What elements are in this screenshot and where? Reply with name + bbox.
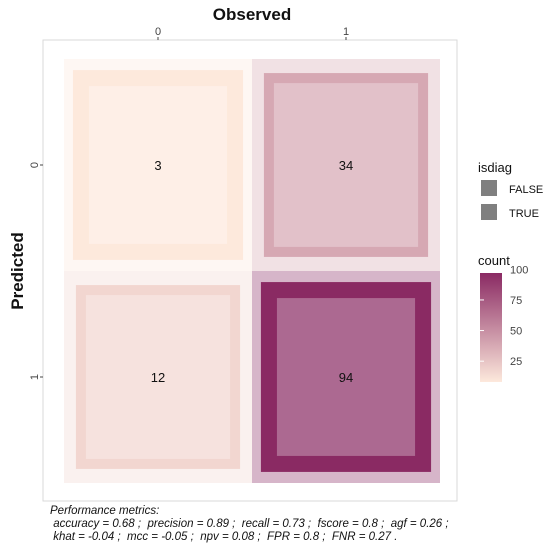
heatmap-cells: [64, 59, 440, 483]
x-tick-label-1: 1: [343, 26, 349, 38]
data-label-count-94: 94: [339, 370, 353, 385]
legend-isdiag-label-false: FALSE: [509, 184, 543, 196]
legend-isdiag-title: isdiag: [478, 160, 512, 175]
heatmap-tile-2: [263, 73, 429, 257]
heatmap-tile-3: [75, 285, 241, 469]
metrics-line-1: accuracy = 0.68 ; precision = 0.89 ; rec…: [50, 518, 449, 530]
legend-isdiag-label-true: TRUE: [509, 208, 539, 220]
heatmap-tile-1: [72, 70, 244, 260]
performance-metrics-note: Performance metrics: accuracy = 0.68 ; p…: [50, 505, 540, 544]
metrics-title: Performance metrics:: [50, 505, 160, 517]
data-label-count-3: 3: [154, 158, 161, 173]
panel-border: [42, 39, 458, 502]
y-tick-label-0: 0: [29, 162, 41, 168]
legend-count-colorbar: [480, 273, 502, 382]
data-label-count-12: 12: [151, 370, 165, 385]
legend-isdiag-swatch-false: [481, 180, 497, 196]
colorbar-tick-label-75: 75: [510, 295, 522, 307]
y-axis-label: Predicted: [8, 232, 27, 309]
x-tick-label-0: 0: [155, 26, 161, 38]
legend-count-title: count: [478, 253, 510, 268]
heatmap-labels: 3 34 12 94: [151, 158, 353, 385]
metrics-line-2: khat = -0.04 ; mcc = -0.05 ; npv = 0.08 …: [50, 531, 398, 543]
heatmap-tile-4: [260, 282, 432, 472]
legend-count-ticks: 25 50 75 100: [480, 264, 528, 368]
legend-isdiag-swatch-true: [481, 204, 497, 220]
data-label-count-34: 34: [339, 158, 353, 173]
y-tick-label-1: 1: [29, 374, 41, 380]
colorbar-tick-label-25: 25: [510, 356, 522, 368]
colorbar-tick-label-50: 50: [510, 326, 522, 338]
chart-title: Observed: [213, 5, 291, 24]
colorbar-tick-label-100: 100: [510, 264, 528, 276]
